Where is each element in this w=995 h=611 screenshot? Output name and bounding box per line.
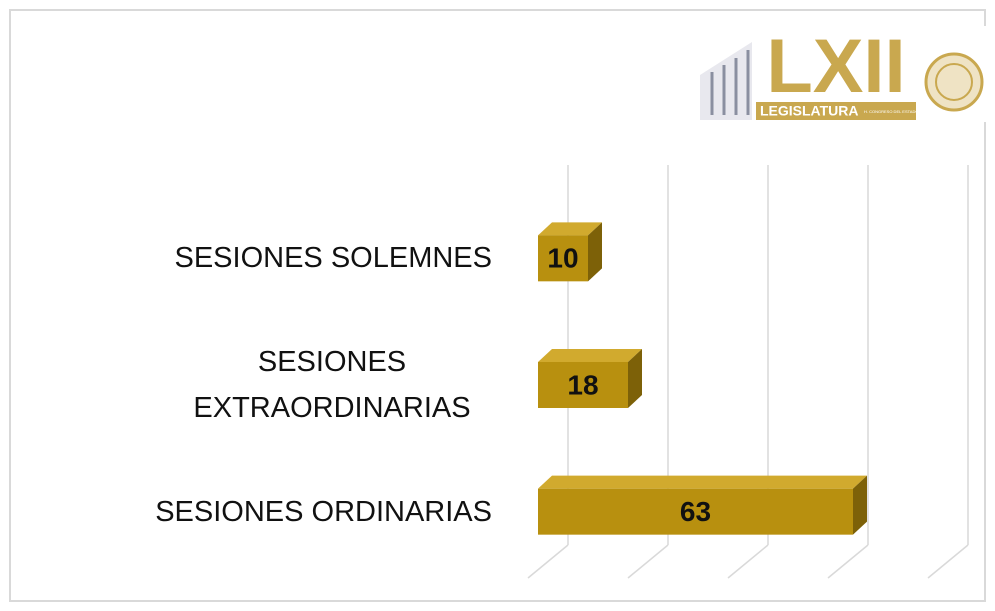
floor-line: [927, 544, 969, 579]
logo-caption: H. CONGRESO DEL ESTADO DE SINALOA: [864, 109, 944, 114]
bar: [538, 235, 588, 282]
value-label: 10: [547, 243, 578, 274]
bar: [538, 362, 628, 408]
frame: [9, 9, 986, 602]
floor-line: [627, 544, 669, 579]
bar: [538, 488, 853, 535]
value-label: 63: [680, 496, 711, 527]
floor-line: [827, 544, 869, 579]
logo-subtitle: LEGISLATURA: [760, 103, 859, 119]
category-label: SESIONES SOLEMNES: [174, 242, 493, 275]
seal: [924, 52, 984, 112]
logo: LXII LEGISLATURA H. CONGRESO DEL ESTADO …: [697, 24, 987, 122]
bar-top: [538, 475, 867, 489]
floor-line: [727, 544, 769, 579]
seal-inner: [935, 63, 973, 101]
bar-top: [538, 349, 642, 362]
bar-side: [853, 475, 867, 535]
value-label: 18: [567, 369, 598, 400]
logo-title: LXII: [766, 24, 905, 109]
bar-top: [538, 222, 602, 236]
logo-band: [756, 102, 916, 120]
bar-side: [588, 222, 602, 282]
bar-side: [628, 349, 642, 408]
category-label: SESIONES EXTRAORDINARIAS: [193, 346, 471, 424]
columns: [710, 50, 750, 115]
category-label: SESIONES ORDINARIAS: [155, 495, 492, 528]
floor-line: [527, 544, 569, 579]
